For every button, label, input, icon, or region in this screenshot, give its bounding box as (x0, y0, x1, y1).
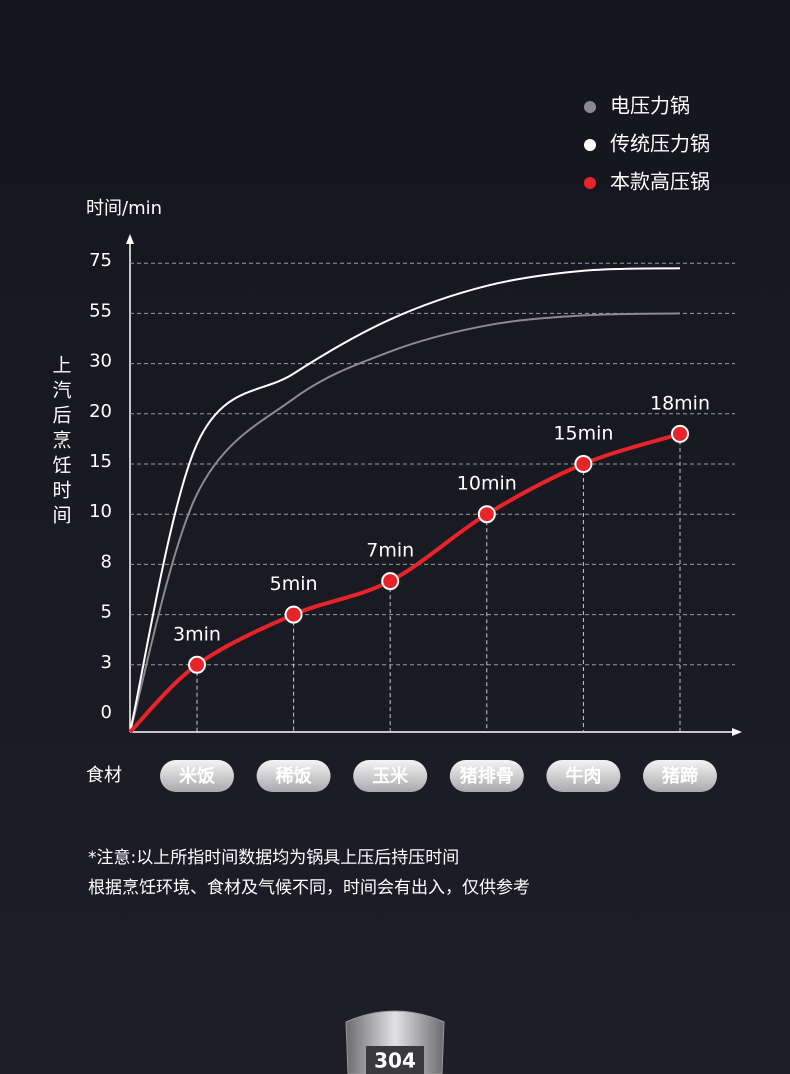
badge-text: 304 (374, 1049, 416, 1073)
y-tick-label: 75 (89, 250, 112, 271)
series-line (129, 267, 681, 733)
data-label: 18min (650, 392, 710, 414)
category-pill (449, 760, 524, 792)
legend-label: 传统压力锅 (610, 132, 710, 156)
legend-label: 电压力锅 (610, 94, 690, 118)
legend-dot (584, 139, 596, 151)
x-axis-arrow (732, 728, 742, 736)
category-pill (353, 760, 428, 792)
legend-dot (584, 177, 596, 189)
x-tick-label: 猪排骨 (459, 765, 514, 787)
badge: 304 (345, 1010, 445, 1074)
y-tick-label: 20 (89, 401, 112, 422)
x-tick-label: 稀饭 (276, 765, 312, 787)
x-tick-label: 猪蹄 (661, 765, 698, 787)
y-axis-label: 上汽后烹饪时间 (50, 355, 72, 530)
y-tick-label: 3 (101, 652, 112, 673)
x-axis-label: 食材 (86, 765, 122, 786)
data-label: 3min (173, 623, 221, 645)
badge-plate (366, 1046, 424, 1074)
data-point (574, 455, 593, 473)
legend-dot (584, 101, 596, 113)
footnote-line: *注意:以上所指时间数据均为锅具上压后持压时间 (88, 848, 459, 868)
category-pill (160, 760, 234, 792)
y-tick-label: 55 (89, 300, 112, 321)
x-tick-label: 玉米 (372, 765, 409, 787)
legend-label: 本款高压锅 (610, 170, 710, 194)
category-pill (256, 760, 331, 792)
data-label: 7min (366, 540, 414, 562)
y-tick-label: 15 (89, 451, 112, 472)
y-axis-arrow (126, 234, 134, 244)
footnote-line: 根据烹饪环境、食材及气候不同，时间会有出入，仅供参考 (88, 877, 530, 898)
y-axis-label-text: 上汽后烹饪时间 (50, 355, 72, 530)
series-line (129, 312, 681, 733)
data-point (671, 424, 689, 443)
x-tick-label: 米饭 (179, 765, 215, 787)
category-pill (546, 760, 621, 792)
data-label: 15min (553, 423, 613, 445)
y-tick-label: 8 (101, 551, 112, 572)
data-point (188, 655, 206, 674)
data-label: 5min (270, 573, 318, 595)
data-point (381, 572, 400, 591)
data-label: 10min (457, 473, 517, 495)
y-tick-label: 5 (101, 602, 112, 623)
category-pill (643, 760, 717, 792)
y-tick-label: 30 (89, 351, 112, 372)
y-unit-label: 时间/min (86, 198, 162, 219)
footnote: *注意:以上所指时间数据均为锅具上压后持压时间根据烹饪环境、食材及气候不同，时间… (88, 848, 530, 898)
y-tick-label: 10 (89, 501, 112, 522)
y-tick-label: 0 (101, 702, 112, 723)
data-point (284, 605, 303, 624)
x-tick-label: 牛肉 (565, 765, 601, 787)
data-point (477, 505, 496, 524)
